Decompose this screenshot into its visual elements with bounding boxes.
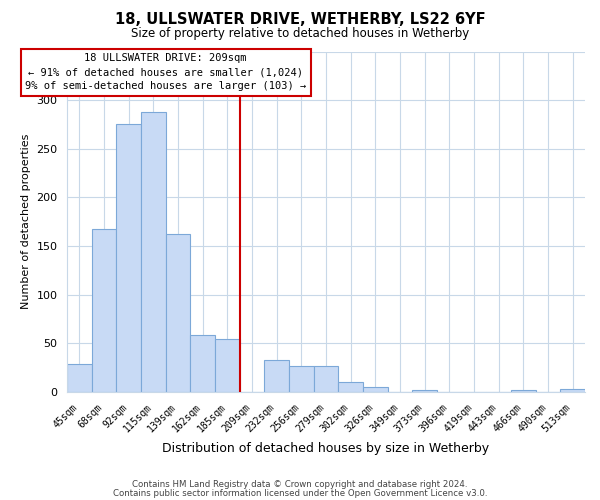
Text: 18 ULLSWATER DRIVE: 209sqm
← 91% of detached houses are smaller (1,024)
9% of se: 18 ULLSWATER DRIVE: 209sqm ← 91% of deta… xyxy=(25,54,307,92)
Bar xyxy=(67,364,92,392)
Bar xyxy=(412,390,437,392)
Bar xyxy=(314,366,338,392)
Bar xyxy=(92,228,116,392)
Bar xyxy=(166,234,190,392)
Bar xyxy=(215,340,240,392)
Bar xyxy=(363,387,388,392)
Bar xyxy=(511,390,536,392)
Bar xyxy=(338,382,363,392)
Text: Contains public sector information licensed under the Open Government Licence v3: Contains public sector information licen… xyxy=(113,489,487,498)
X-axis label: Distribution of detached houses by size in Wetherby: Distribution of detached houses by size … xyxy=(163,442,490,455)
Bar xyxy=(560,389,585,392)
Text: Contains HM Land Registry data © Crown copyright and database right 2024.: Contains HM Land Registry data © Crown c… xyxy=(132,480,468,489)
Y-axis label: Number of detached properties: Number of detached properties xyxy=(20,134,31,310)
Bar xyxy=(289,366,314,392)
Bar xyxy=(116,124,141,392)
Bar xyxy=(190,334,215,392)
Text: Size of property relative to detached houses in Wetherby: Size of property relative to detached ho… xyxy=(131,28,469,40)
Bar xyxy=(141,112,166,392)
Text: 18, ULLSWATER DRIVE, WETHERBY, LS22 6YF: 18, ULLSWATER DRIVE, WETHERBY, LS22 6YF xyxy=(115,12,485,28)
Bar xyxy=(265,360,289,392)
